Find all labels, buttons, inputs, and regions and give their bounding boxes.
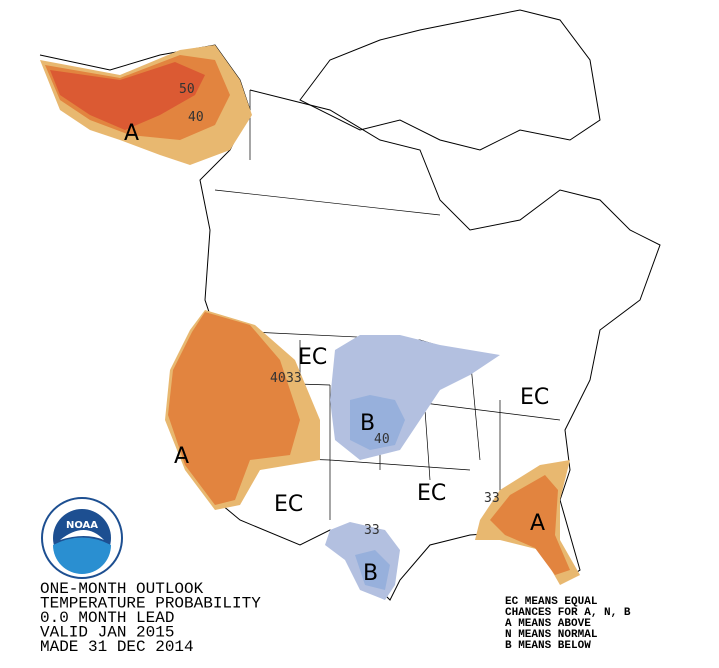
coastline	[39, 44, 661, 601]
legend-line: N MEANS NORMAL	[505, 629, 598, 641]
contour-label: 33	[286, 371, 302, 386]
legend-line: EC MEANS EQUAL	[505, 596, 598, 608]
map-label: EC	[298, 345, 327, 370]
contour-label: 33	[364, 523, 380, 538]
title-line: 0.0 MONTH LEAD	[40, 609, 174, 627]
probability-area	[50, 62, 205, 130]
title-line: TEMPERATURE PROBABILITY	[40, 595, 261, 613]
title-line: ONE-MONTH OUTLOOK	[40, 580, 204, 598]
noaa-logo: NOAA	[41, 497, 123, 579]
contour-label: 50	[179, 82, 195, 97]
arctic-islands	[299, 9, 601, 151]
legend-line: B MEANS BELOW	[505, 640, 591, 652]
contour-label: 40	[374, 432, 390, 447]
map-label: A	[124, 121, 139, 146]
map-label: A	[530, 511, 545, 536]
logo-text: NOAA	[66, 520, 98, 531]
title-line: MADE 31 DEC 2014	[40, 638, 194, 656]
map-label: EC	[520, 385, 549, 410]
probability-area	[168, 312, 300, 505]
map-label: EC	[274, 492, 303, 517]
probability-area	[490, 475, 570, 575]
map-label: EC	[417, 481, 446, 506]
probability-area	[355, 550, 390, 590]
map-label: B	[363, 561, 378, 586]
map-label: B	[360, 411, 375, 436]
contour-label: 40	[270, 371, 286, 386]
legend-line: CHANCES FOR A, N, B	[505, 607, 631, 619]
legend-line: A MEANS ABOVE	[505, 618, 591, 630]
contour-label: 33	[484, 491, 500, 506]
map-label: A	[174, 444, 189, 469]
contour-label: 40	[188, 110, 204, 125]
probability-area	[350, 395, 405, 450]
title-line: VALID JAN 2015	[40, 624, 174, 642]
